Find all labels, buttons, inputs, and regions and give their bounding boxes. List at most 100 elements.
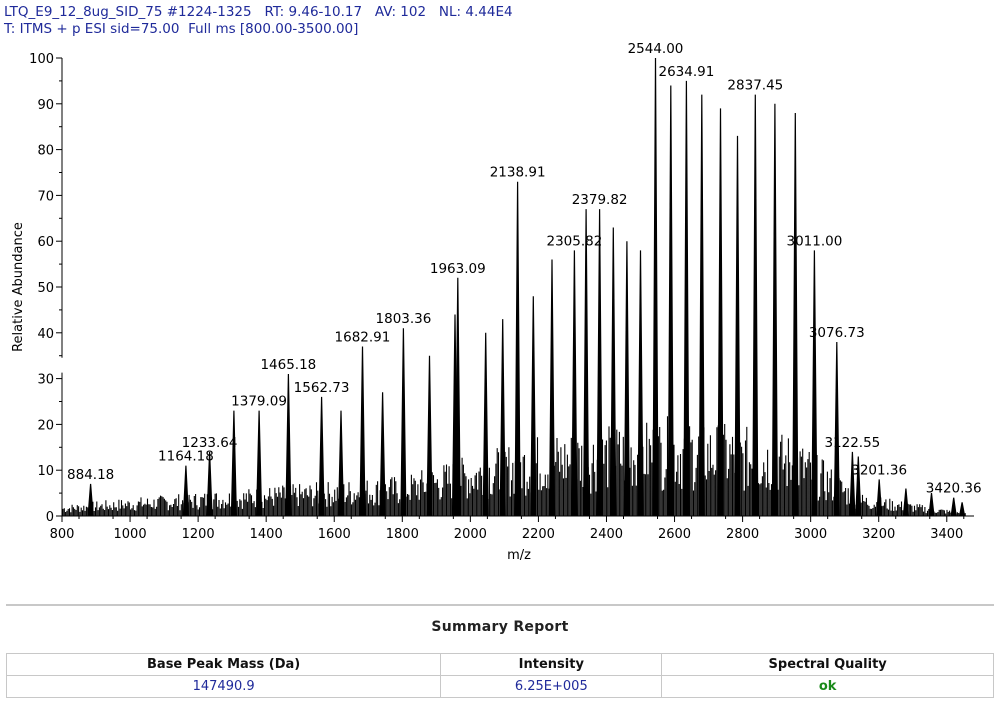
mass-spectrum-chart: 800 1000 1200 1400 1600 1800 2000 2200 2400 2600 2… xyxy=(11,41,982,563)
peak-38 xyxy=(876,479,883,517)
peak-29 xyxy=(717,108,724,517)
col-intensity: Intensity xyxy=(440,653,663,676)
peak-22 xyxy=(610,227,617,517)
intensity-value: 6.25E+005 xyxy=(440,675,663,698)
x-tick-label: 800 xyxy=(50,527,75,542)
peak-35 xyxy=(833,341,840,517)
y-tick-label: 0 xyxy=(46,510,54,525)
peak-label: 1682.91 xyxy=(335,330,391,346)
peak-5 xyxy=(285,373,292,517)
x-tick-label: 1600 xyxy=(318,527,351,542)
y-tick-label: 70 xyxy=(37,189,54,204)
x-tick-label: 1200 xyxy=(182,527,215,542)
peak-label: 2837.45 xyxy=(727,78,783,94)
peak-25 xyxy=(652,57,659,517)
peak-40 xyxy=(928,493,935,517)
peak-13 xyxy=(454,277,461,517)
y-tick-label: 20 xyxy=(37,418,54,433)
y-tick-label: 10 xyxy=(37,464,54,479)
y-tick-label: 80 xyxy=(37,144,54,159)
peak-27 xyxy=(683,80,690,517)
peak-8 xyxy=(359,346,366,517)
base-peak-mass-value: 147490.9 xyxy=(5,675,442,698)
peak-0 xyxy=(87,483,94,517)
spectrum-header-line-1: LTQ_E9_12_8ug_SID_75 #1224-1325 RT: 9.46… xyxy=(4,4,513,20)
peak-16 xyxy=(514,181,521,517)
y-tick-label: 60 xyxy=(37,235,54,250)
peak-label: 1465.18 xyxy=(260,357,316,373)
x-tick-label: 3000 xyxy=(794,527,827,542)
y-tick-label: 90 xyxy=(37,98,54,113)
peak-3 xyxy=(230,410,237,517)
peak-26 xyxy=(667,85,674,517)
y-tick-label: 50 xyxy=(37,281,54,296)
peak-label: 1963.09 xyxy=(430,261,486,277)
peak-32 xyxy=(771,103,778,517)
peak-21 xyxy=(596,209,603,517)
spectrum-trace-layer xyxy=(62,416,966,516)
peak-10 xyxy=(400,328,407,517)
y-axis-label: Relative Abundance xyxy=(11,222,26,352)
y-tick-label: 40 xyxy=(37,327,54,342)
x-tick-label: 2000 xyxy=(454,527,487,542)
x-tick-label: 1000 xyxy=(114,527,147,542)
peak-41 xyxy=(950,497,957,517)
peak-42 xyxy=(959,502,966,517)
summary-report-table: Base Peak Mass (Da) Intensity Spectral Q… xyxy=(5,653,994,698)
x-tick-label: 2600 xyxy=(658,527,691,542)
y-tick-label: 100 xyxy=(29,52,54,67)
peak-31 xyxy=(752,94,759,517)
peak-label: 1379.09 xyxy=(231,394,287,410)
x-tick-label: 2400 xyxy=(590,527,623,542)
summary-data-row: 147490.9 6.25E+005 ok xyxy=(5,675,994,698)
peak-6 xyxy=(318,396,325,517)
x-tick-label: 1800 xyxy=(386,527,419,542)
peak-28 xyxy=(698,94,705,517)
x-tick-label: 3400 xyxy=(930,527,963,542)
baseline-noise-trace xyxy=(62,416,966,516)
peak-4 xyxy=(256,410,263,517)
peak-label: 1164.18 xyxy=(158,449,214,465)
peak-36 xyxy=(849,451,856,517)
peak-18 xyxy=(548,259,556,517)
section-divider xyxy=(6,604,994,606)
peak-19 xyxy=(571,250,578,517)
spectrum-peaks-layer xyxy=(87,57,966,517)
chart-axes: 800 1000 1200 1400 1600 1800 2000 2200 2400 2600 2… xyxy=(29,52,974,542)
peak-label: 2379.82 xyxy=(572,192,628,208)
peak-label: 1803.36 xyxy=(376,311,432,327)
peak-label: 2305.82 xyxy=(547,233,603,249)
peak-label: 884.18 xyxy=(67,467,114,483)
peak-34 xyxy=(811,250,818,517)
peak-label: 2634.91 xyxy=(659,64,715,80)
peak-30 xyxy=(734,135,741,517)
spectrum-header-line-2: T: ITMS + p ESI sid=75.00 Full ms [800.0… xyxy=(4,21,359,37)
peak-33 xyxy=(792,112,799,517)
summary-report-title: Summary Report xyxy=(431,619,569,635)
peak-7 xyxy=(337,410,345,517)
peak-label: 3420.36 xyxy=(926,481,982,497)
x-axis-label: m/z xyxy=(507,548,531,563)
peak-39 xyxy=(902,488,909,517)
x-tick-label: 2200 xyxy=(522,527,555,542)
peak-label: 2544.00 xyxy=(628,41,684,57)
peak-label: 2138.91 xyxy=(490,165,546,181)
col-spectral-quality: Spectral Quality xyxy=(661,653,994,676)
peak-label: 3122.55 xyxy=(824,435,880,451)
peak-15 xyxy=(499,319,506,517)
peak-23 xyxy=(623,241,630,517)
peak-17 xyxy=(530,296,537,517)
summary-header-row: Base Peak Mass (Da) Intensity Spectral Q… xyxy=(5,653,994,676)
x-tick-label: 3200 xyxy=(862,527,895,542)
peak-20 xyxy=(583,209,590,517)
col-base-peak-mass: Base Peak Mass (Da) xyxy=(5,653,442,676)
peak-label: 3201.36 xyxy=(851,462,907,478)
peak-label: 1233.64 xyxy=(182,435,238,451)
peak-11 xyxy=(426,355,433,517)
spectral-quality-value: ok xyxy=(661,675,994,698)
peak-1 xyxy=(182,465,189,517)
x-tick-label: 2800 xyxy=(726,527,759,542)
peak-label: 3076.73 xyxy=(809,325,865,341)
peak-2 xyxy=(206,451,213,517)
